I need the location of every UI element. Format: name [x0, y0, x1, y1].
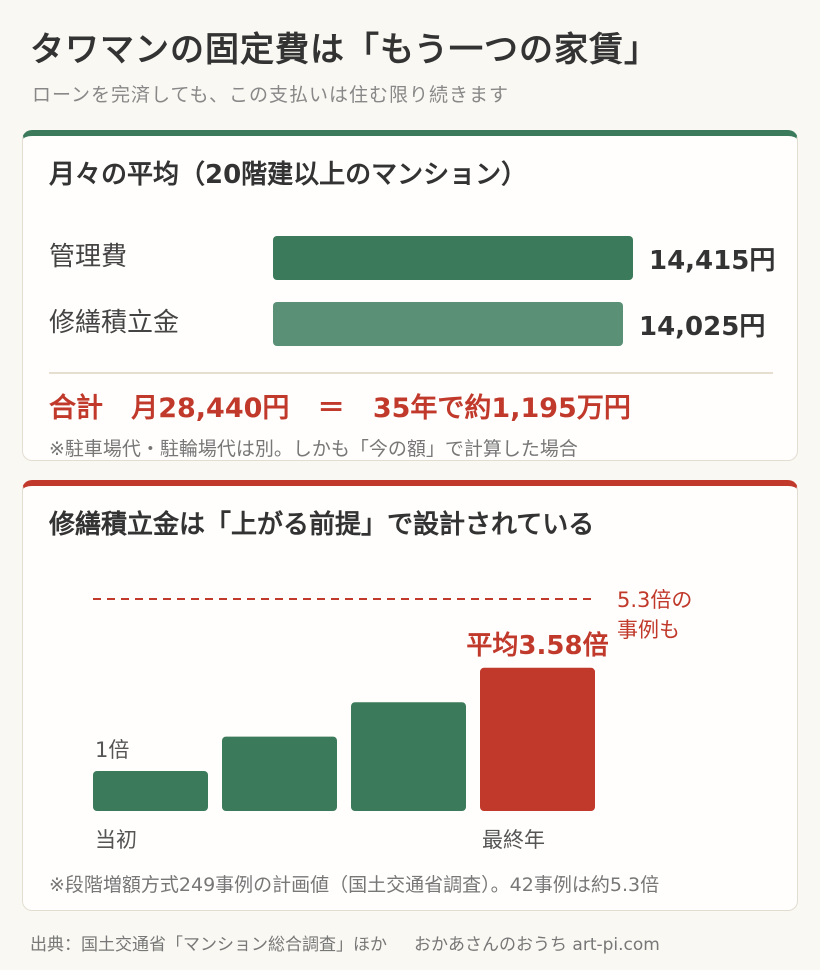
repair-note: ※段階増額方式249事例の計画値（国土交通省調査）。42事例は約5.3倍: [49, 874, 660, 896]
repair-reserve-value: 14,025円: [639, 312, 766, 342]
monthly-note: ※駐車場代・駐輪場代は別。しかも「今の額」で計算した場合: [49, 438, 578, 460]
bar-1: [93, 771, 208, 811]
bar-2: [222, 736, 337, 811]
bar-4: [480, 667, 595, 811]
total-label: 合計: [49, 393, 103, 424]
total-equals: ＝: [317, 393, 345, 424]
reference-line-label-1: 5.3倍の: [617, 588, 692, 612]
total-summary: 合計 月28,440円 ＝ 35年で約1,195万円: [49, 386, 631, 425]
repair-reserve-label: 修繕積立金: [49, 308, 180, 338]
category-label-1: 当初: [95, 828, 137, 852]
bar-3: [351, 702, 466, 811]
page-title: タワマンの固定費は「もう一つの家賃」: [30, 30, 659, 70]
repair-reserve-title: 修繕積立金は「上がる前提」で設計されている: [49, 510, 595, 540]
management-fee-value: 14,415円: [649, 246, 776, 276]
source-text: 出典：国土交通省「マンション総合調査」ほか: [30, 935, 387, 955]
total-monthly: 月28,440円: [131, 393, 290, 424]
management-fee-bar: [273, 236, 633, 280]
page-subtitle: ローンを完済しても、この支払いは住む限り続きます: [32, 84, 509, 106]
data-label-1: 1倍: [95, 738, 129, 762]
repair-reserve-card: 修繕積立金は「上がる前提」で設計されている 1倍当初 平均3.58倍最終年 5.3倍…: [22, 480, 798, 911]
reference-line-label-2: 事例も: [617, 618, 680, 642]
monthly-average-card: 月々の平均（20階建以上のマンション） 管理費 14,415円 修繕積立金 14…: [22, 130, 798, 461]
credit-text: おかあさんのおうち art-pi.com: [414, 935, 660, 955]
source-credit: 出典：国土交通省「マンション総合調査」ほか おかあさんのおうち art-pi.c…: [30, 930, 660, 955]
card-divider: [49, 372, 773, 374]
total-35-years: 35年で約1,195万円: [372, 393, 631, 424]
repair-reserve-bar: [273, 302, 623, 346]
data-label-4: 平均3.58倍: [466, 630, 608, 661]
management-fee-label: 管理費: [49, 242, 128, 272]
category-label-4: 最終年: [482, 828, 545, 852]
monthly-average-title: 月々の平均（20階建以上のマンション）: [49, 160, 528, 190]
